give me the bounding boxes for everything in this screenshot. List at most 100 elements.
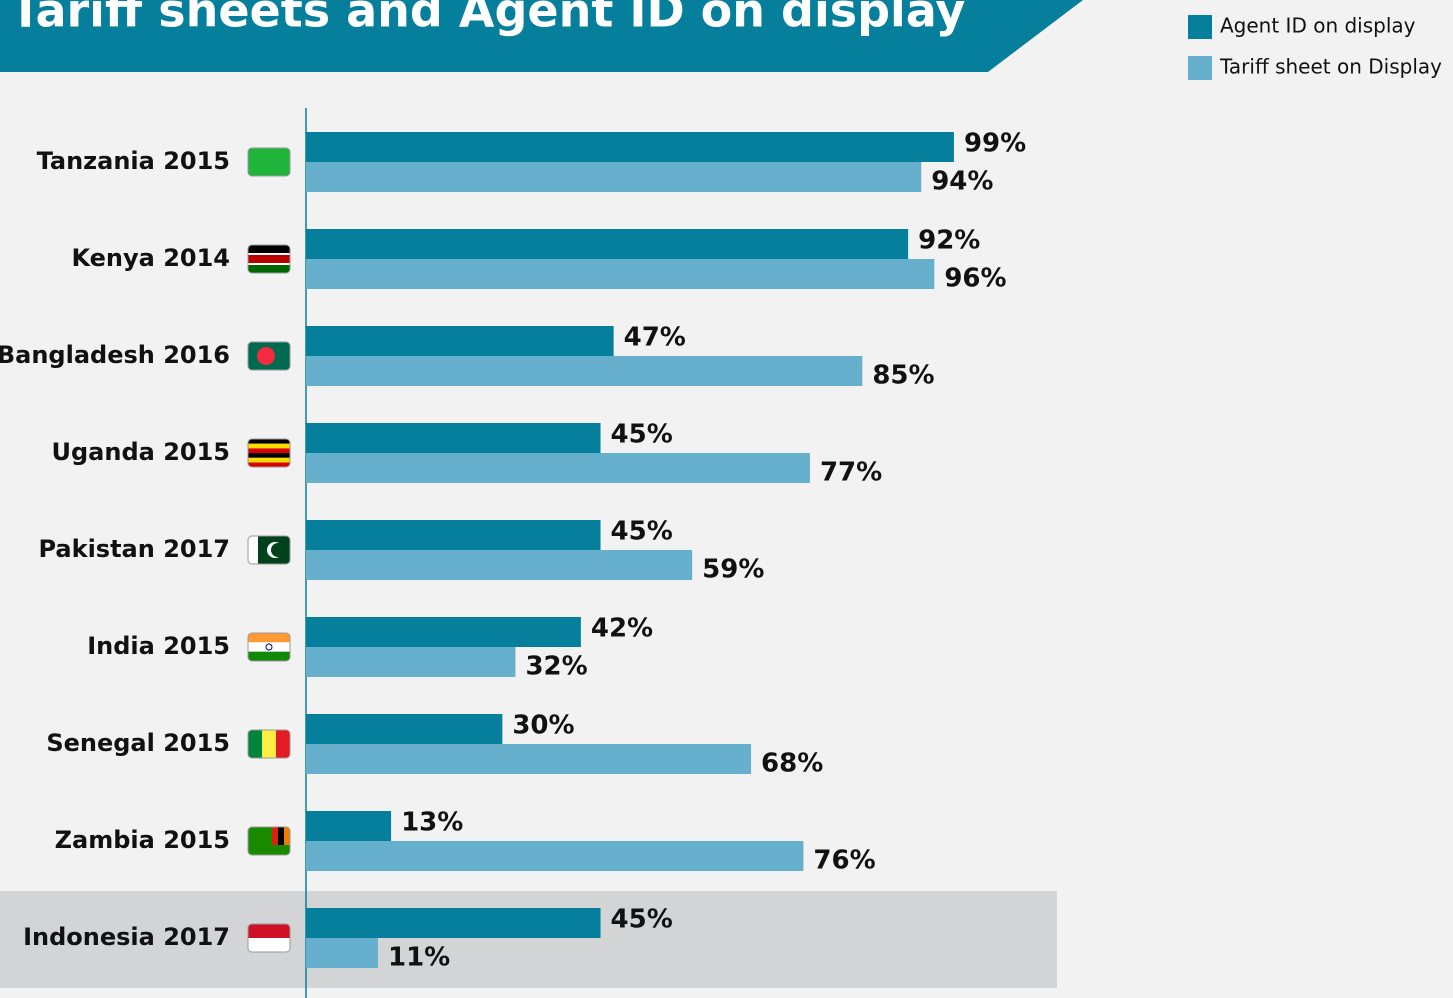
- bar: [306, 938, 378, 968]
- flag-body: [248, 536, 290, 564]
- value-label: 99%: [964, 129, 1026, 159]
- value-label: 59%: [702, 555, 764, 585]
- flag-part: [257, 347, 275, 365]
- bar: [306, 647, 516, 677]
- bar: [306, 550, 693, 580]
- flag-body: [248, 148, 290, 176]
- value-label: 32%: [525, 652, 587, 682]
- value-label: 30%: [512, 711, 574, 741]
- flag-border: [247, 535, 291, 565]
- category-label: Kenya 2014: [71, 244, 230, 272]
- category-label: Pakistan 2017: [38, 535, 230, 563]
- value-label: 94%: [931, 167, 993, 197]
- bar: [306, 423, 601, 453]
- flag-part: [248, 255, 290, 263]
- legend-label: Tariff sheet on Display: [1219, 55, 1442, 79]
- flag-body: [248, 827, 290, 855]
- flag-part: [248, 642, 290, 652]
- flag-part: [248, 448, 290, 454]
- flag-icon: [247, 341, 291, 371]
- flag-border: [247, 244, 291, 274]
- flag-part: [248, 938, 290, 952]
- flag-part: [248, 457, 290, 463]
- value-label: 96%: [944, 264, 1006, 294]
- flag-border: [247, 826, 291, 856]
- flag-part: [248, 245, 290, 253]
- flag-part: [248, 730, 262, 758]
- bar: [306, 714, 503, 744]
- flag-part: [265, 643, 273, 651]
- flag-border: [247, 438, 291, 468]
- bar: [306, 326, 614, 356]
- value-label: 42%: [591, 614, 653, 644]
- bar: [306, 841, 804, 871]
- flag-border: [247, 147, 291, 177]
- flag-icon: [247, 244, 291, 274]
- legend-swatch: [1188, 15, 1212, 39]
- flag-part: [262, 730, 276, 758]
- bar: [306, 356, 863, 386]
- flag-icon: [247, 826, 291, 856]
- flag-body: [248, 342, 290, 370]
- flag-part: [248, 148, 290, 176]
- bar: [306, 811, 392, 841]
- flag-part: [248, 265, 290, 273]
- flag-body: [248, 730, 290, 758]
- flag-body: [248, 924, 290, 952]
- legend-label: Agent ID on display: [1220, 14, 1416, 38]
- value-label: 68%: [761, 749, 823, 779]
- flag-part: [248, 453, 290, 458]
- bar: [306, 617, 581, 647]
- category-label: Bangladesh 2016: [0, 341, 230, 369]
- flag-icon: [247, 535, 291, 565]
- category-label: India 2015: [87, 632, 230, 660]
- flag-part: [284, 827, 290, 845]
- bar: [306, 259, 935, 289]
- flag-part: [248, 651, 290, 661]
- flag-part: [248, 462, 290, 467]
- flag-icon: [247, 632, 291, 662]
- flag-part: [276, 730, 290, 758]
- flag-part: [272, 827, 278, 845]
- flag-part: [248, 439, 290, 444]
- flag-body: [248, 633, 290, 661]
- flag-icon: [247, 147, 291, 177]
- flag-icon: [247, 729, 291, 759]
- highlight-row: [0, 891, 1057, 988]
- value-label: 76%: [813, 846, 875, 876]
- category-label: Uganda 2015: [52, 438, 230, 466]
- value-label: 13%: [401, 808, 463, 838]
- bar: [306, 229, 909, 259]
- chart-title: Tariff sheets and Agent ID on display: [10, 0, 965, 38]
- category-label: Tanzania 2015: [37, 147, 230, 175]
- flag-part: [248, 253, 290, 255]
- flag-part: [248, 263, 290, 265]
- flag-border: [247, 729, 291, 759]
- flag-border: [247, 341, 291, 371]
- bar: [306, 520, 601, 550]
- flag-part: [278, 827, 284, 845]
- value-label: 45%: [611, 517, 673, 547]
- bar: [306, 162, 922, 192]
- flag-body: [248, 245, 290, 273]
- value-label: 45%: [611, 905, 673, 935]
- flag-part: [248, 924, 290, 938]
- value-label: 47%: [624, 323, 686, 353]
- flag-icon: [247, 438, 291, 468]
- value-label: 85%: [872, 361, 934, 391]
- bar: [306, 744, 752, 774]
- value-label: 92%: [918, 226, 980, 256]
- flag-body: [248, 439, 290, 467]
- flag-part: [248, 536, 258, 564]
- title-banner: [0, 0, 1083, 72]
- value-label: 77%: [820, 458, 882, 488]
- legend-swatch: [1188, 56, 1212, 80]
- category-label: Zambia 2015: [55, 826, 230, 854]
- bar: [306, 453, 810, 483]
- bar: [306, 132, 954, 162]
- category-label: Senegal 2015: [46, 729, 230, 757]
- flag-part: [248, 633, 290, 643]
- flag-part: [248, 443, 290, 449]
- value-label: 45%: [611, 420, 673, 450]
